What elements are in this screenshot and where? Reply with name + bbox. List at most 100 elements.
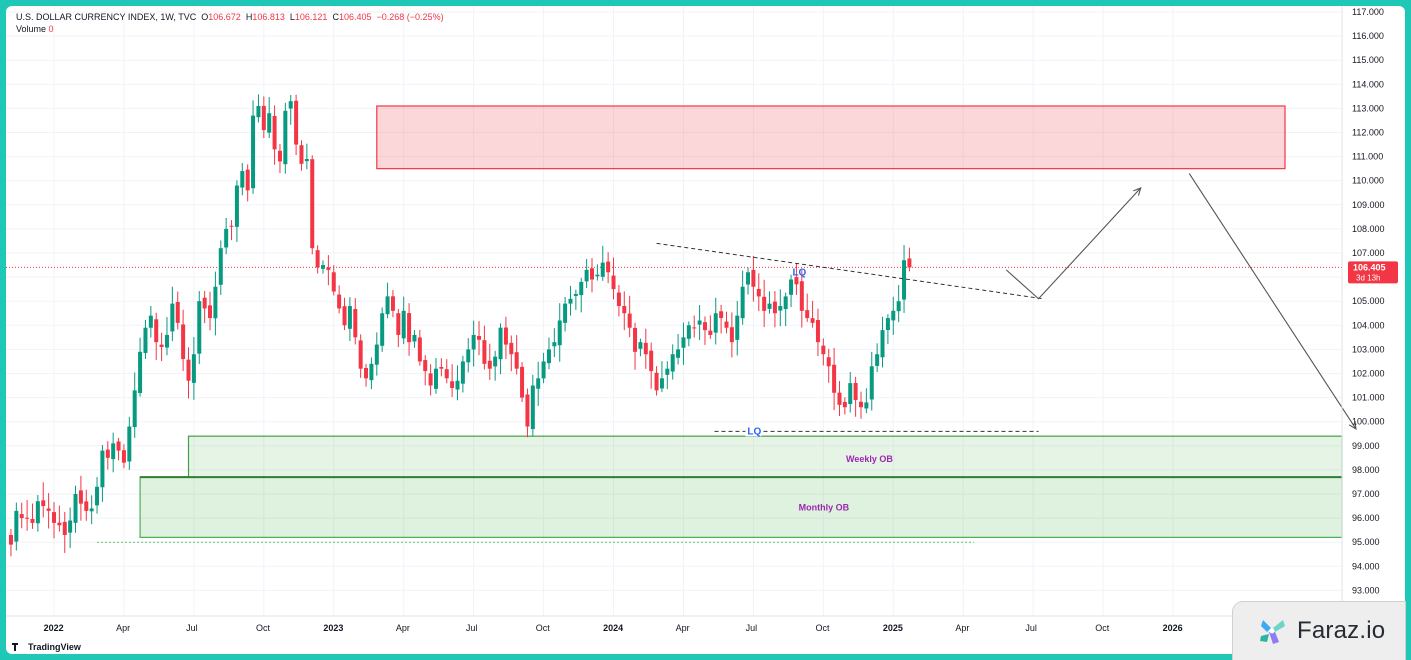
candle-body[interactable] xyxy=(46,508,51,511)
candle-body[interactable] xyxy=(633,327,638,352)
candle-body[interactable] xyxy=(670,354,675,372)
candle-body[interactable] xyxy=(347,306,352,329)
candle-body[interactable] xyxy=(762,296,767,311)
candle-body[interactable] xyxy=(208,305,213,319)
candle-body[interactable] xyxy=(735,315,740,340)
candle-body[interactable] xyxy=(611,275,616,290)
candle-body[interactable] xyxy=(224,228,229,248)
candle-body[interactable] xyxy=(138,351,143,394)
candle-body[interactable] xyxy=(132,390,137,428)
candle-body[interactable] xyxy=(315,250,320,268)
candle-body[interactable] xyxy=(116,441,121,451)
candle-body[interactable] xyxy=(864,402,869,409)
candle-body[interactable] xyxy=(686,325,691,339)
candle-body[interactable] xyxy=(907,258,912,268)
candle-body[interactable] xyxy=(288,101,293,109)
candle-body[interactable] xyxy=(396,313,401,335)
candle-body[interactable] xyxy=(643,342,648,355)
candle-body[interactable] xyxy=(68,520,73,533)
candle-body[interactable] xyxy=(697,320,702,325)
candle-body[interactable] xyxy=(627,313,632,328)
candle-body[interactable] xyxy=(369,363,374,381)
candle-body[interactable] xyxy=(407,313,412,343)
candle-body[interactable] xyxy=(848,383,853,404)
candle-body[interactable] xyxy=(84,501,89,511)
candle-body[interactable] xyxy=(251,115,256,189)
candle-body[interactable] xyxy=(579,281,584,296)
candle-body[interactable] xyxy=(616,292,621,307)
candle-body[interactable] xyxy=(390,296,395,311)
candle-body[interactable] xyxy=(525,394,530,427)
last-price-tag[interactable] xyxy=(1348,261,1398,284)
candle-body[interactable] xyxy=(654,372,659,391)
candle-body[interactable] xyxy=(520,366,525,398)
candle-body[interactable] xyxy=(299,145,304,164)
candle-body[interactable] xyxy=(477,335,482,340)
candle-body[interactable] xyxy=(294,100,299,145)
candle-body[interactable] xyxy=(902,260,907,300)
candle-body[interactable] xyxy=(590,268,594,280)
candle-body[interactable] xyxy=(100,450,105,488)
candle-body[interactable] xyxy=(772,301,777,314)
candle-body[interactable] xyxy=(380,313,385,346)
candle-body[interactable] xyxy=(702,322,707,331)
candle-body[interactable] xyxy=(493,356,498,367)
candle-body[interactable] xyxy=(832,364,837,393)
candle-body[interactable] xyxy=(568,298,573,304)
candle-body[interactable] xyxy=(25,517,30,519)
candle-body[interactable] xyxy=(310,159,315,249)
candle-body[interactable] xyxy=(52,512,56,523)
candle-body[interactable] xyxy=(78,490,83,504)
candle-body[interactable] xyxy=(364,367,369,379)
candle-body[interactable] xyxy=(191,354,196,383)
candle-body[interactable] xyxy=(530,385,535,430)
candle-body[interactable] xyxy=(385,296,390,315)
candle-body[interactable] xyxy=(708,330,713,335)
candle-body[interactable] xyxy=(245,169,250,191)
candle-body[interactable] xyxy=(218,248,223,285)
candle-body[interactable] xyxy=(267,113,272,133)
candle-body[interactable] xyxy=(896,301,901,312)
candle-body[interactable] xyxy=(826,357,831,367)
candle-body[interactable] xyxy=(719,311,724,319)
candle-body[interactable] xyxy=(546,349,551,364)
candle-body[interactable] xyxy=(342,306,347,326)
candle-body[interactable] xyxy=(842,401,847,408)
candle-body[interactable] xyxy=(536,378,541,389)
candle-body[interactable] xyxy=(331,272,336,292)
candle-body[interactable] xyxy=(638,342,643,349)
candle-body[interactable] xyxy=(622,306,627,314)
candle-body[interactable] xyxy=(213,286,218,319)
candle-body[interactable] xyxy=(509,342,514,355)
candle-body[interactable] xyxy=(460,361,465,384)
candle-body[interactable] xyxy=(261,105,266,131)
candle-body[interactable] xyxy=(234,185,239,227)
candle-body[interactable] xyxy=(885,318,890,331)
candle-body[interactable] xyxy=(466,349,471,363)
candle-body[interactable] xyxy=(573,293,578,296)
candle-body[interactable] xyxy=(606,261,611,273)
candle-body[interactable] xyxy=(482,340,487,364)
candle-body[interactable] xyxy=(713,313,718,333)
candle-body[interactable] xyxy=(353,308,358,338)
candle-body[interactable] xyxy=(595,274,600,277)
symbol-title[interactable]: U.S. DOLLAR CURRENCY INDEX, 1W, TVC xyxy=(16,12,197,22)
candle-body[interactable] xyxy=(229,225,234,227)
candle-body[interactable] xyxy=(35,501,40,524)
candle-body[interactable] xyxy=(401,310,406,339)
candle-body[interactable] xyxy=(498,327,503,360)
candle-body[interactable] xyxy=(778,306,783,311)
candle-body[interactable] xyxy=(880,330,885,358)
candle-body[interactable] xyxy=(557,320,562,346)
candle-body[interactable] xyxy=(455,380,460,390)
candle-body[interactable] xyxy=(450,381,455,388)
candle-body[interactable] xyxy=(105,449,110,458)
candle-body[interactable] xyxy=(159,344,164,347)
candle-body[interactable] xyxy=(805,310,810,319)
candle-body[interactable] xyxy=(794,277,799,285)
candle-body[interactable] xyxy=(756,288,761,297)
candle-body[interactable] xyxy=(815,319,820,343)
candle-body[interactable] xyxy=(337,294,342,309)
candle-body[interactable] xyxy=(8,534,13,545)
candle-body[interactable] xyxy=(412,334,417,342)
